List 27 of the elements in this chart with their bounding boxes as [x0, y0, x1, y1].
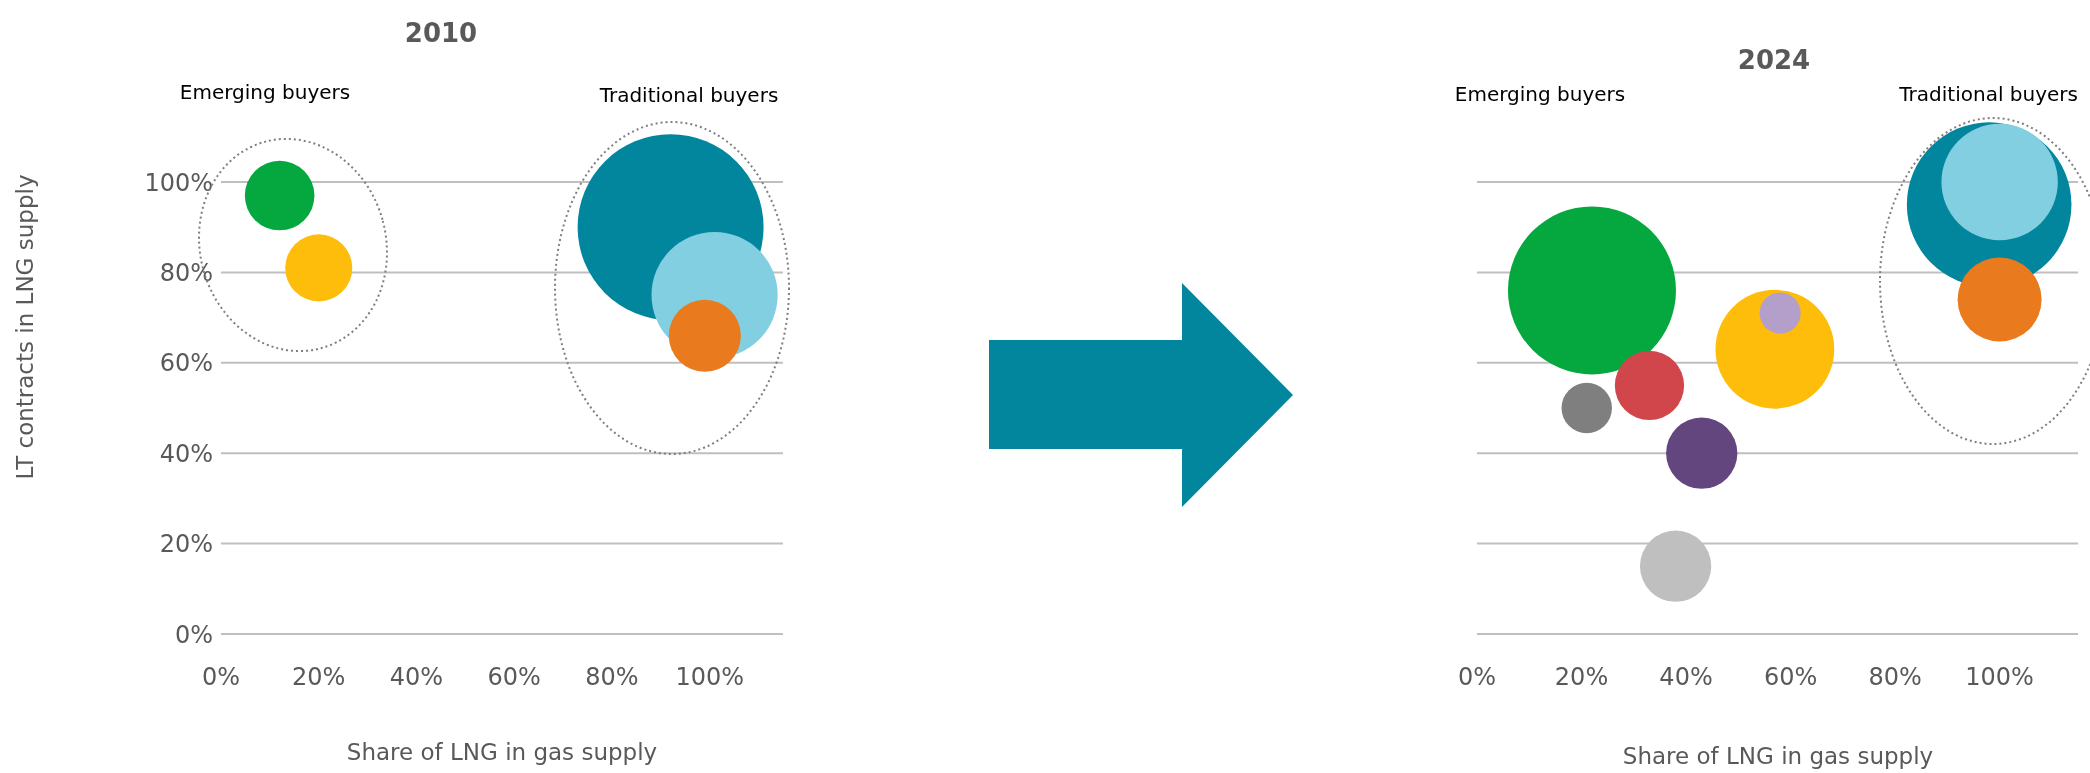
y-axis-title: LT contracts in LNG supply	[12, 174, 38, 480]
x-tick-label: 60%	[487, 663, 541, 692]
y-tick-label: 20%	[159, 530, 213, 559]
x-tick-label: 80%	[1868, 663, 1922, 692]
x-tick-label: 40%	[389, 663, 444, 692]
x-axis-title: Share of LNG in gas supply	[346, 739, 658, 765]
y-tick-label: 40%	[159, 439, 213, 468]
x-tick-label: 100%	[675, 663, 745, 692]
x-tick-label: 20%	[1554, 663, 1609, 692]
x-tick-label: 80%	[585, 663, 639, 692]
text: Traditional buyers	[598, 83, 779, 107]
x-tick-label: 0%	[1457, 663, 1497, 692]
x-tick-label: 20%	[292, 663, 346, 692]
x-tick-label: 60%	[1763, 663, 1818, 692]
chart-title: 2024	[1737, 45, 1811, 75]
y-tick-label: 0%	[174, 620, 213, 649]
text: Emerging buyers	[1454, 82, 1626, 106]
chart-title: 2010	[404, 18, 478, 48]
x-axis-title: Share of LNG in gas supply	[1622, 743, 1934, 769]
text: Emerging buyers	[179, 80, 351, 104]
y-tick-label: 80%	[159, 258, 213, 287]
x-tick-label: 0%	[201, 663, 241, 692]
y-tick-label: 60%	[159, 349, 213, 378]
x-tick-label: 40%	[1659, 663, 1713, 692]
y-tick-label: 100%	[144, 168, 213, 197]
text: Traditional buyers	[1898, 82, 2078, 106]
x-tick-label: 100%	[1965, 663, 2034, 692]
